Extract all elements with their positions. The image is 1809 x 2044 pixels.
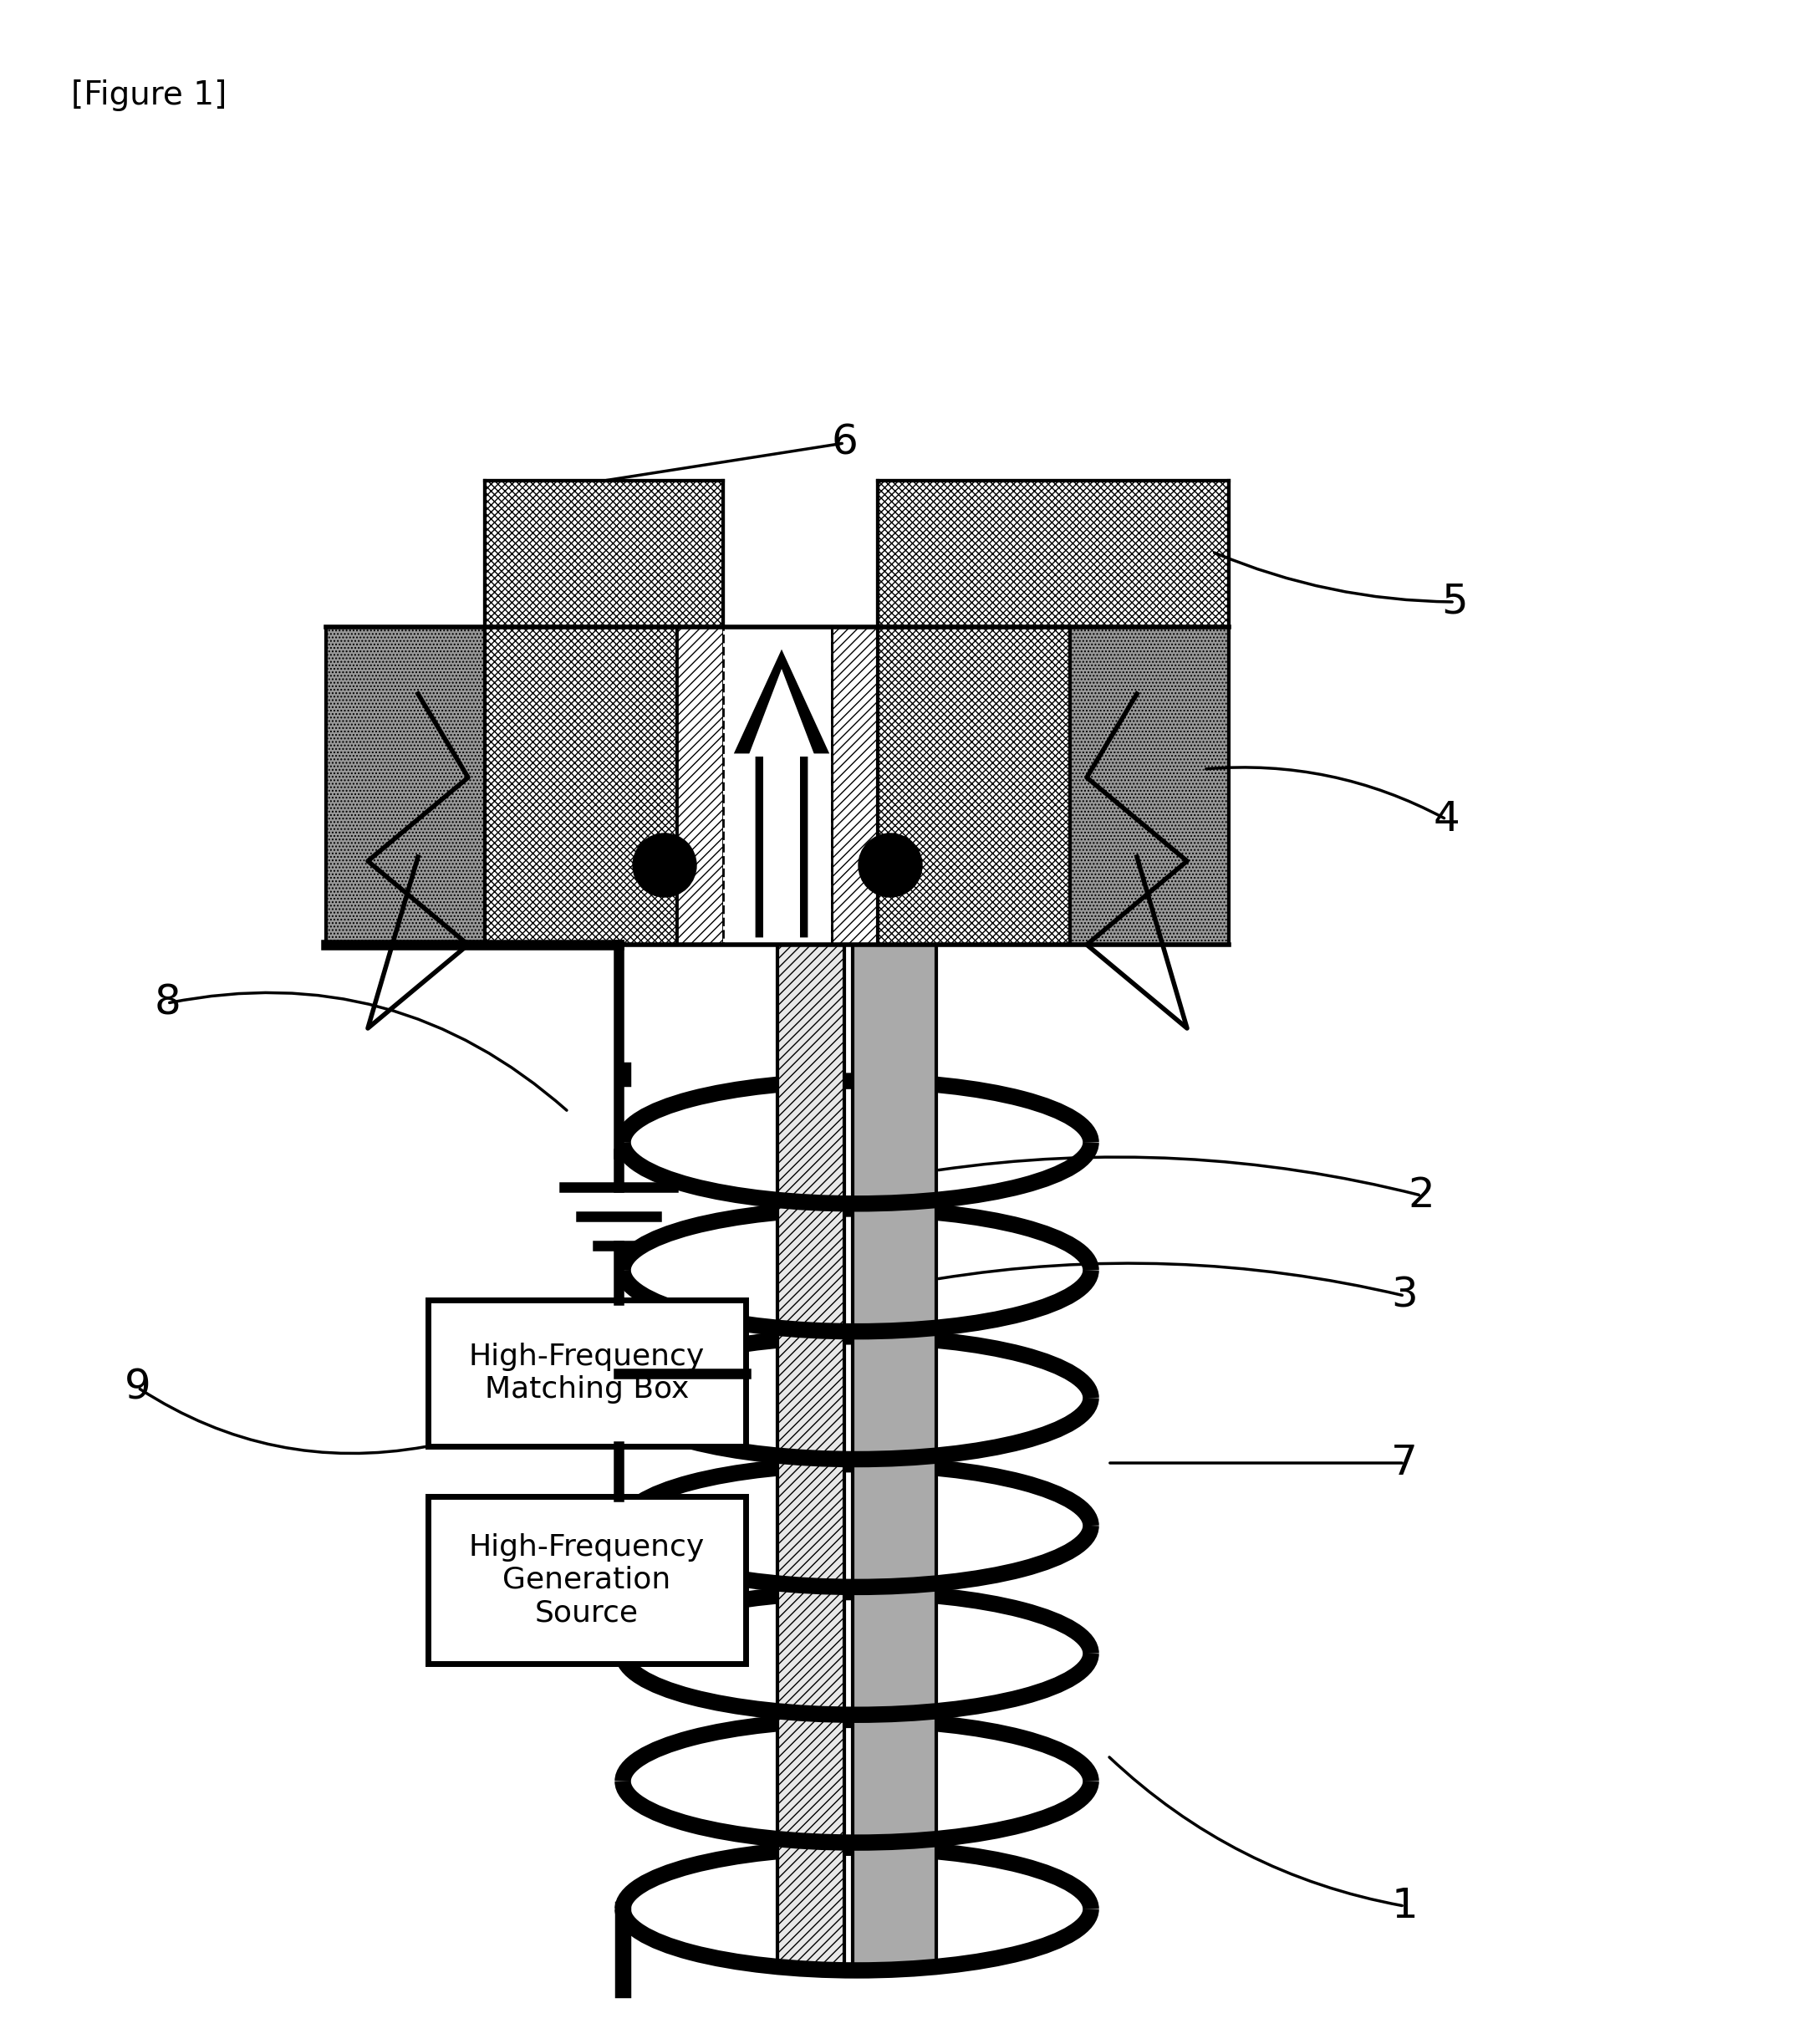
- Bar: [724, 628, 832, 944]
- Bar: [326, 628, 485, 944]
- Bar: [877, 480, 1228, 628]
- Bar: [485, 628, 677, 944]
- Text: 3: 3: [1391, 1275, 1418, 1316]
- Bar: [485, 480, 724, 628]
- Polygon shape: [749, 668, 816, 940]
- Text: [Figure 1]: [Figure 1]: [71, 80, 226, 110]
- Bar: [429, 1300, 745, 1447]
- Bar: [677, 628, 724, 944]
- Text: 1: 1: [1391, 1887, 1418, 1925]
- Text: 2: 2: [1407, 1175, 1435, 1216]
- Text: 5: 5: [1442, 583, 1467, 621]
- Bar: [778, 920, 845, 1964]
- Bar: [877, 628, 1069, 944]
- Bar: [832, 628, 877, 944]
- Text: High-Frequency
Matching Box: High-Frequency Matching Box: [469, 1343, 706, 1404]
- Circle shape: [633, 834, 696, 897]
- Polygon shape: [736, 652, 827, 936]
- Bar: [724, 628, 832, 944]
- Text: 9: 9: [125, 1367, 152, 1408]
- Text: 7: 7: [1391, 1443, 1418, 1484]
- Bar: [852, 920, 937, 1964]
- Text: High-Frequency
Generation
Source: High-Frequency Generation Source: [469, 1533, 706, 1627]
- Text: 6: 6: [830, 423, 857, 464]
- Circle shape: [859, 834, 923, 897]
- Text: 8: 8: [154, 983, 181, 1024]
- Bar: [1069, 628, 1228, 944]
- Text: 4: 4: [1433, 799, 1460, 840]
- Bar: [429, 1496, 745, 1664]
